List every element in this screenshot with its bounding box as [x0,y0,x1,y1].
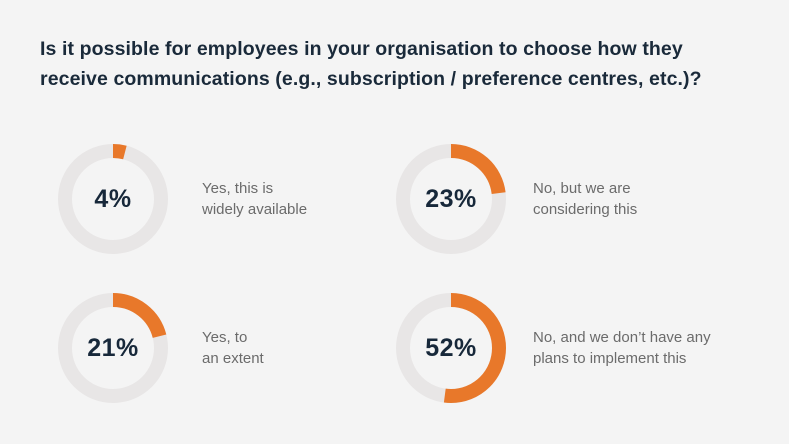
donut-item: 21% Yes, to an extent [56,291,396,421]
donut-chart [56,291,170,405]
donut-svg [396,144,506,254]
answer-label: Yes, this is widely available [202,178,307,220]
answer-label-line: considering this [533,201,638,218]
chart-title-line: receive communications (e.g., subscripti… [40,68,702,90]
answer-label-line: widely available [202,201,308,218]
chart-title: Is it possible for employees in your org… [40,34,760,94]
donut-chart [394,291,508,405]
donut-item: 23% No, but we are considering this [394,142,734,272]
percent-value: 21% [87,334,139,362]
percent-value: 23% [425,185,477,213]
donut-value-arc [58,144,168,254]
donut-item: 52% No, and we don’t have any plans to i… [394,291,734,421]
percent-value: 52% [425,334,477,362]
donut-value-arc [396,144,506,254]
donut-chart [56,142,170,256]
answer-label-line: plans to implement this [533,350,687,367]
answer-label: No, and we don’t have any plans to imple… [533,327,711,369]
donut-value-arc [58,293,168,403]
answer-label-line: Yes, to [202,329,248,346]
donut-chart [394,142,508,256]
answer-label-line: Yes, this is [202,180,274,197]
answer-label-line: No, and we don’t have any [533,329,711,346]
chart-title-line: Is it possible for employees in your org… [40,38,683,60]
donut-svg [396,293,506,403]
donut-svg [58,144,168,254]
answer-label: Yes, to an extent [202,327,264,369]
donut-value-arc [396,293,506,403]
donut-item: 4% Yes, this is widely available [56,142,396,272]
donut-svg [58,293,168,403]
percent-value: 4% [94,185,132,213]
answer-label: No, but we are considering this [533,178,637,220]
answer-label-line: an extent [202,350,264,367]
answer-label-line: No, but we are [533,180,631,197]
